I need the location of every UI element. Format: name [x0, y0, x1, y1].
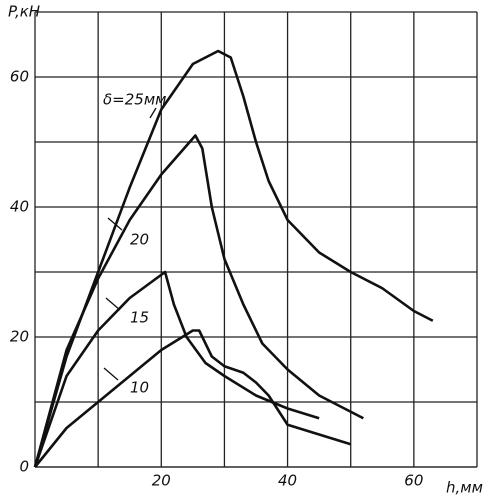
y-axis-label: P,кН: [8, 3, 40, 21]
leader-line: [107, 217, 123, 231]
y-tick-label: 0: [19, 458, 29, 476]
curve: [33, 134, 364, 468]
x-tick-label: 60: [404, 472, 423, 490]
curve: [33, 270, 320, 468]
y-tick-label: 40: [10, 198, 29, 216]
leader-line: [149, 107, 157, 119]
x-tick-label: 40: [278, 472, 297, 490]
curve-label: 15: [130, 309, 149, 327]
x-axis-label: h,мм: [446, 479, 483, 497]
leader-line: [103, 367, 119, 381]
x-tick-label: 20: [152, 472, 171, 490]
curve-label: δ=25мм: [103, 91, 166, 109]
y-tick-label: 60: [10, 68, 29, 86]
curve-label: 10: [130, 379, 149, 397]
y-tick-label: 20: [10, 328, 29, 346]
curve: [33, 329, 352, 468]
curve: [33, 49, 434, 468]
leader-line: [105, 297, 121, 311]
curve-label: 20: [130, 231, 149, 249]
